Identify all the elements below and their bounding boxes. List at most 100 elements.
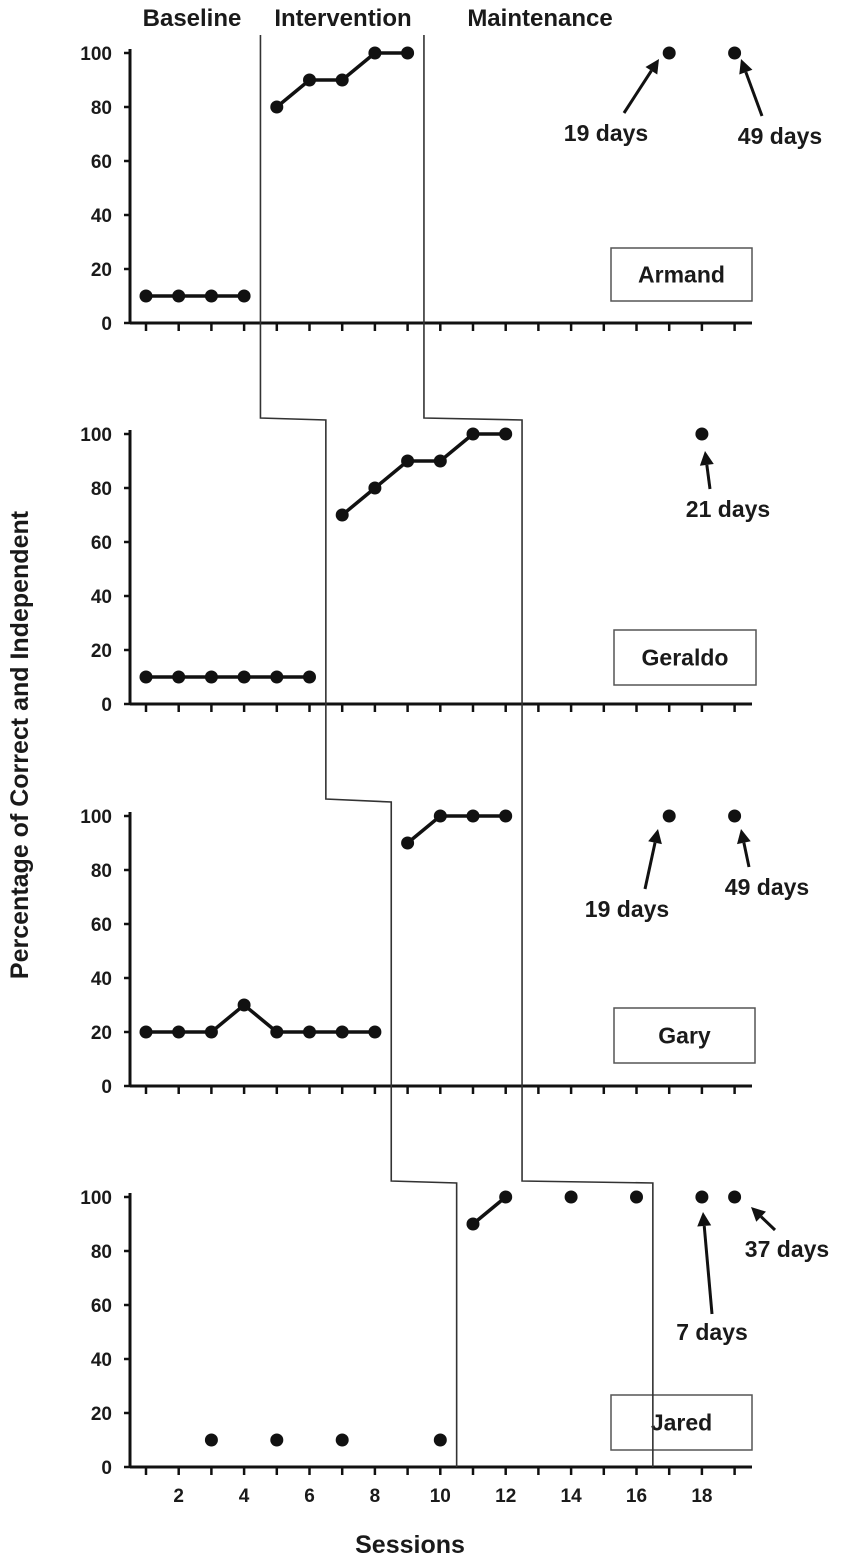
- maintenance-point: [695, 1190, 709, 1204]
- intervention-point: [270, 100, 284, 114]
- y-tick-label: 0: [101, 695, 112, 716]
- annotation-label: 21 days: [686, 496, 770, 522]
- annotation-label: 7 days: [676, 1319, 748, 1345]
- annotation-arrowhead: [739, 59, 753, 75]
- x-tick-label: 2: [173, 1486, 184, 1507]
- y-tick-label: 60: [91, 915, 112, 936]
- y-tick-label: 100: [80, 807, 112, 828]
- x-tick-label: 12: [495, 1486, 516, 1507]
- baseline-point: [172, 670, 186, 684]
- annotation-arrow: [702, 1225, 714, 1315]
- annotation-label: 19 days: [585, 896, 669, 922]
- annotation-arrow: [643, 842, 657, 890]
- phase-labels: Baseline Intervention Maintenance: [143, 5, 613, 32]
- participant-name-box: [610, 1394, 753, 1451]
- maintenance-point: [662, 46, 676, 60]
- intervention-line: [471, 1195, 507, 1226]
- y-tick-label: 100: [80, 425, 112, 446]
- baseline-point: [139, 670, 153, 684]
- baseline-point: [335, 1433, 349, 1447]
- phase-change-lines: [259, 35, 654, 1467]
- x-tick-label: 10: [430, 1486, 451, 1507]
- intervention-point: [335, 508, 349, 522]
- baseline-point: [204, 1025, 218, 1039]
- y-tick-label: 80: [91, 861, 112, 882]
- baseline-point: [335, 1025, 349, 1039]
- annotation-arrow: [742, 842, 751, 868]
- y-tick-label: 20: [91, 641, 112, 662]
- intervention-point: [303, 73, 316, 87]
- x-tick-label: 18: [691, 1486, 712, 1507]
- baseline-point: [172, 1025, 186, 1039]
- phase-label-baseline: Baseline: [143, 5, 242, 32]
- y-tick-label: 20: [91, 260, 112, 281]
- y-tick-label: 60: [91, 533, 112, 554]
- baseline-point: [237, 289, 251, 303]
- intervention-point: [401, 46, 415, 60]
- annotation-arrow: [760, 1215, 777, 1232]
- participant-name-label: Armand: [638, 262, 725, 288]
- participant-name-box: [610, 247, 753, 302]
- y-tick-label: 60: [91, 152, 112, 173]
- y-tick-label: 60: [91, 1296, 112, 1317]
- annotation-arrowhead: [699, 451, 714, 466]
- phase-label-intervention: Intervention: [274, 5, 411, 32]
- annotation-label: 49 days: [725, 874, 809, 900]
- y-tick-label: 0: [101, 1077, 112, 1098]
- x-tick-label: 4: [239, 1486, 250, 1507]
- annotation-arrow: [705, 464, 712, 490]
- intervention-point: [466, 1217, 480, 1231]
- x-tick-label: 14: [561, 1486, 583, 1507]
- annotation-arrowhead: [645, 59, 659, 75]
- intervention-point: [368, 46, 382, 60]
- baseline-point: [368, 1025, 382, 1039]
- y-axis-title: Percentage of Correct and Independent: [6, 510, 34, 979]
- participant-name-label: Jared: [651, 1410, 712, 1436]
- maintenance-point: [728, 1190, 742, 1204]
- annotation-arrow: [622, 69, 653, 114]
- panel-jared: 0 20 40 60 80 100 2 4 6 8 10 12 14 16 18 7 days 37 days J…: [80, 1188, 829, 1507]
- annotation-label: 19 days: [564, 120, 648, 146]
- y-tick-label: 80: [91, 98, 112, 119]
- y-tick-label: 20: [91, 1023, 112, 1044]
- participant-name-label: Geraldo: [642, 645, 729, 671]
- baseline-point: [270, 1025, 284, 1039]
- intervention-line: [341, 432, 506, 517]
- baseline-point: [237, 670, 251, 684]
- annotation-arrowhead: [751, 1207, 766, 1222]
- baseline-point: [204, 289, 218, 303]
- maintenance-point: [662, 809, 676, 823]
- baseline-point: [204, 1433, 218, 1447]
- intervention-point: [499, 809, 513, 823]
- maintenance-point: [728, 46, 742, 60]
- intervention-point: [630, 1190, 643, 1204]
- maintenance-point: [695, 427, 709, 441]
- intervention-point: [564, 1190, 578, 1204]
- intervention-point: [499, 427, 513, 441]
- intervention-point: [466, 809, 480, 823]
- intervention-line: [406, 814, 506, 845]
- baseline-point: [433, 1433, 447, 1447]
- participant-name-label: Gary: [658, 1023, 711, 1049]
- annotation-arrow: [744, 71, 764, 117]
- panel-gary: 0 20 40 60 80 100 19 days 49 days Gary: [80, 807, 809, 1098]
- baseline-point: [303, 1025, 316, 1039]
- baseline-point: [204, 670, 218, 684]
- y-tick-label: 40: [91, 1350, 112, 1371]
- x-tick-label: 16: [626, 1486, 647, 1507]
- intervention-point: [368, 481, 382, 495]
- annotation-arrowhead: [648, 829, 662, 845]
- intervention-point: [499, 1190, 513, 1204]
- annotation-label: 49 days: [738, 123, 822, 149]
- y-tick-label: 0: [101, 1458, 112, 1479]
- phase-change-line-maintenance: [423, 35, 654, 1467]
- participant-name-box: [613, 1007, 756, 1064]
- y-tick-label: 0: [101, 314, 112, 335]
- baseline-point: [270, 1433, 284, 1447]
- baseline-point: [139, 289, 153, 303]
- panel-armand: 0 20 40 60 80 100 19 days 49 days Armand: [80, 44, 822, 335]
- intervention-point: [433, 809, 447, 823]
- phase-change-line-intervention: [259, 35, 458, 1467]
